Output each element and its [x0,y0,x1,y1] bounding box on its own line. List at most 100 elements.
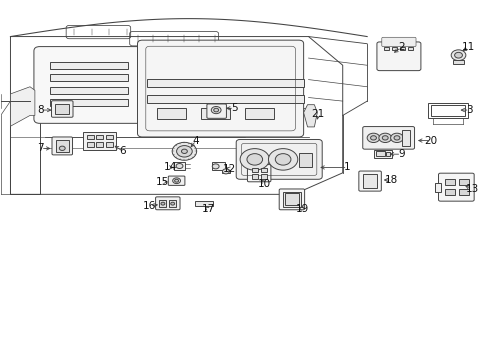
Bar [400,46,405,50]
Bar [392,46,397,50]
FancyBboxPatch shape [51,101,73,117]
Circle shape [214,108,219,112]
Circle shape [176,163,183,168]
Polygon shape [304,105,318,127]
Bar [459,179,469,185]
Text: 3: 3 [466,105,473,115]
Bar [87,135,94,139]
Bar [97,135,103,139]
Text: 15: 15 [156,177,170,187]
Text: 10: 10 [258,179,271,189]
Bar [435,183,441,192]
Bar [157,108,186,119]
FancyBboxPatch shape [34,46,144,123]
Bar [10,94,40,194]
Polygon shape [10,87,35,126]
Bar [195,201,213,206]
FancyBboxPatch shape [207,104,226,118]
Text: 4: 4 [193,136,199,145]
Bar [386,152,390,156]
FancyBboxPatch shape [377,42,421,71]
FancyBboxPatch shape [236,139,322,179]
Circle shape [394,136,400,140]
Text: 9: 9 [398,149,405,159]
Circle shape [455,52,463,58]
Bar [221,170,230,173]
Bar [453,60,465,64]
Circle shape [174,179,178,182]
Bar [49,62,128,69]
Bar [87,142,94,147]
Bar [261,174,267,179]
FancyBboxPatch shape [363,127,415,149]
Bar [174,162,185,170]
Text: 21: 21 [312,109,325,119]
Bar [445,179,455,185]
Circle shape [212,164,219,169]
Bar [55,104,69,114]
Text: 17: 17 [202,204,215,215]
Text: 20: 20 [424,136,437,145]
Text: 5: 5 [231,103,238,113]
Circle shape [382,136,388,140]
Bar [445,189,455,195]
Bar [159,201,166,207]
Circle shape [275,154,291,165]
Bar [431,105,465,116]
FancyBboxPatch shape [279,189,305,210]
Text: 12: 12 [223,163,236,174]
Circle shape [161,202,165,205]
Circle shape [247,154,263,165]
Text: 8: 8 [37,105,44,115]
FancyBboxPatch shape [382,37,416,46]
Bar [384,46,389,50]
Bar [83,132,116,149]
Circle shape [59,146,65,150]
FancyBboxPatch shape [168,176,185,185]
Bar [169,201,176,207]
Bar [252,174,258,179]
Circle shape [176,145,192,157]
Text: 6: 6 [120,146,126,156]
Circle shape [269,149,298,170]
Bar [245,108,274,119]
Text: 2: 2 [398,42,405,52]
Circle shape [370,136,376,140]
Bar [252,168,258,172]
FancyBboxPatch shape [138,40,304,137]
Bar [147,95,304,103]
Bar [49,74,128,81]
FancyBboxPatch shape [247,165,271,182]
Text: 14: 14 [164,162,177,172]
Circle shape [172,178,180,184]
Bar [402,130,410,145]
Bar [408,46,413,50]
Text: 18: 18 [385,175,398,185]
Bar [56,140,69,152]
Bar [201,108,230,119]
Bar [285,193,299,206]
Bar [49,87,128,94]
Circle shape [211,107,221,114]
Bar [374,150,392,158]
Text: 16: 16 [143,201,156,211]
Text: 7: 7 [37,143,44,153]
Circle shape [171,202,174,205]
FancyBboxPatch shape [52,137,73,155]
Bar [147,78,304,87]
Text: 13: 13 [466,184,479,194]
Bar [106,142,113,147]
Text: 11: 11 [462,42,475,52]
Bar [299,153,313,167]
Bar [283,192,301,207]
Circle shape [240,149,270,170]
FancyBboxPatch shape [439,173,474,201]
FancyBboxPatch shape [359,171,381,191]
Bar [106,135,113,139]
Circle shape [367,133,380,143]
Circle shape [172,142,196,160]
Circle shape [181,149,187,153]
Text: 19: 19 [296,204,309,215]
Bar [428,103,468,118]
Bar [49,99,128,107]
